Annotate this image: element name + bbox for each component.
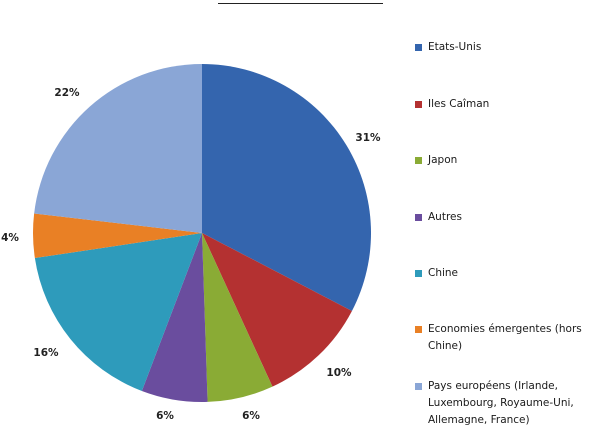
legend-label-5: Chine (428, 267, 459, 279)
pie-slice-6 (33, 213, 202, 259)
legend-label-1: Etats-Unis (428, 41, 482, 53)
legend-label-4: Autres (428, 211, 462, 223)
legend-label-7: Pays européens (Irlande, Luxembourg, Roy… (428, 380, 574, 426)
legend-item-5: Chine (415, 266, 590, 282)
chart-title-fragment (218, 0, 383, 4)
legend-label-2: Iles Caîman (428, 98, 490, 110)
legend-item-7: Pays européens (Irlande, Luxembourg, Roy… (415, 379, 590, 429)
legend-item-1: Etats-Unis (415, 40, 590, 56)
data-label-3: 6% (242, 410, 260, 422)
legend-label-3: Japon (428, 154, 458, 166)
legend-swatch-4 (415, 214, 422, 221)
legend-item-3: Japon (415, 153, 590, 169)
pie-slice-2 (202, 233, 352, 387)
data-label-2: 10% (326, 367, 352, 379)
data-label-6: 4% (1, 232, 19, 244)
data-label-4: 6% (156, 410, 174, 422)
legend-item-6: Economies émergentes (hors Chine) (415, 322, 590, 355)
legend-swatch-3 (415, 157, 422, 164)
legend-swatch-5 (415, 270, 422, 277)
legend-swatch-2 (415, 101, 422, 108)
data-label-1: 31% (355, 132, 381, 144)
legend-swatch-1 (415, 44, 422, 51)
legend-item-4: Autres (415, 210, 590, 226)
legend-swatch-7 (415, 383, 422, 390)
pie-slice-1 (202, 64, 372, 311)
pie-slice-4 (141, 233, 208, 403)
legend-item-2: Iles Caîman (415, 97, 590, 113)
data-label-5: 16% (33, 347, 59, 359)
legend-label-6: Economies émergentes (hors Chine) (428, 323, 582, 352)
data-label-7: 22% (54, 87, 80, 99)
pie-slice-3 (202, 233, 273, 402)
legend-swatch-6 (415, 326, 422, 333)
pie-slice-7 (34, 64, 202, 233)
pie-slice-5 (34, 233, 203, 391)
